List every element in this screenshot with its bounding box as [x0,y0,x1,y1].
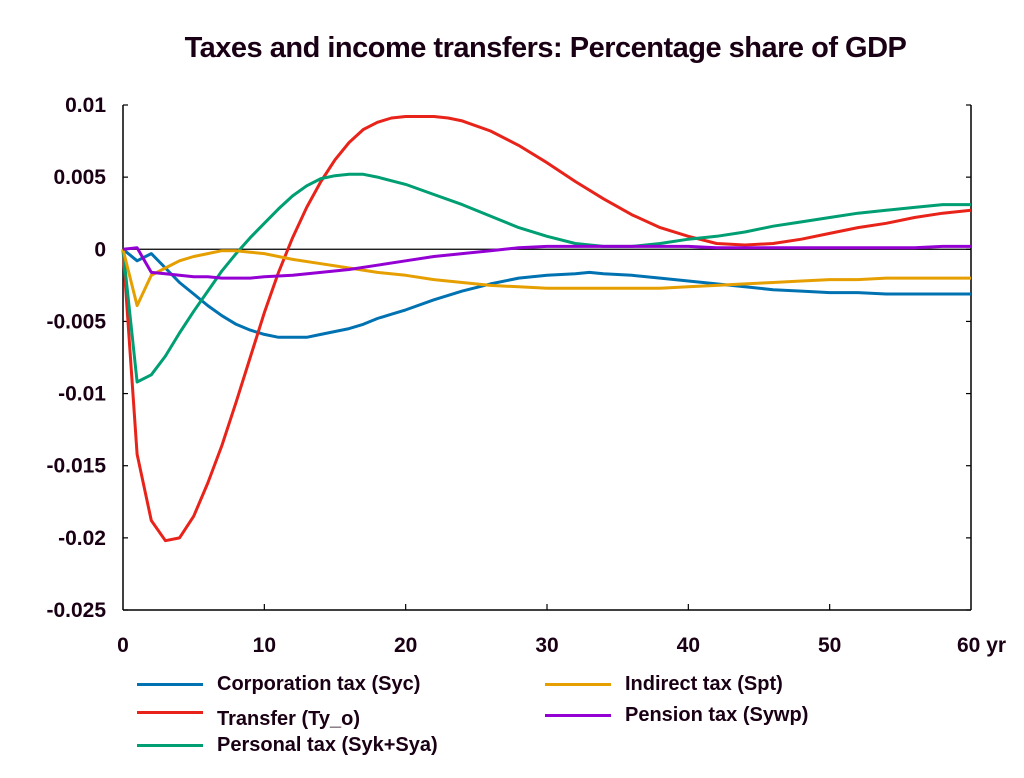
y-tick-label: 0.01 [65,94,106,117]
y-tick-label: -0.02 [58,527,106,550]
legend-item-indirect-tax: Indirect tax (Spt) [545,673,783,696]
legend-swatch-corporation-tax [137,683,203,686]
x-tick-label: 60 yr [957,634,1006,657]
x-tick-label: 0 [117,634,129,657]
series-layer [121,115,972,543]
legend-label-corporation-tax: Corporation tax (Syc) [217,673,421,695]
legend-swatch-personal-tax [137,744,203,747]
legend-swatch-pension-tax [545,714,611,717]
y-tick-label: -0.005 [46,310,106,333]
y-tick-label: -0.025 [46,599,106,622]
legend-swatch-indirect-tax [545,683,611,686]
legend-label-pension-tax: Pension tax (Sywp) [625,704,809,726]
x-tick-label: 50 [818,634,841,657]
legend-item-transfer: Transfer (Ty_o) [137,708,360,731]
x-tick-label: 20 [394,634,417,657]
x-tick-label: 30 [535,634,558,657]
y-tick-label: -0.01 [58,383,106,406]
series-line-indirect-tax [121,248,971,308]
series-line-corporation-tax [122,248,971,339]
series-line-transfer [121,115,972,543]
axes: 0.01 0.005 0 -0.005 -0.01 -0.015 -0.02 -0.025 0 1… [46,94,1006,657]
series-line-personal-tax [121,172,971,384]
y-tick-label: 0 [94,238,106,261]
legend-label-personal-tax: Personal tax (Syk+Sya) [217,734,438,756]
series-line-pension-tax [122,244,971,280]
legend-item-personal-tax: Personal tax (Syk+Sya) [137,734,438,757]
x-tick-label: 10 [253,634,276,657]
chart-title: Taxes and income transfers: Percentage s… [184,32,907,64]
x-tick-label: 40 [677,634,700,657]
y-tick-label: -0.015 [46,455,106,478]
y-tick-label: 0.005 [53,166,106,189]
legend-item-pension-tax: Pension tax (Sywp) [545,704,808,727]
legend-swatch-transfer [137,711,203,714]
legend-label-transfer: Transfer (Ty_o) [217,708,360,730]
legend-item-corporation-tax: Corporation tax (Syc) [137,673,420,696]
legend-label-indirect-tax: Indirect tax (Spt) [625,673,783,695]
